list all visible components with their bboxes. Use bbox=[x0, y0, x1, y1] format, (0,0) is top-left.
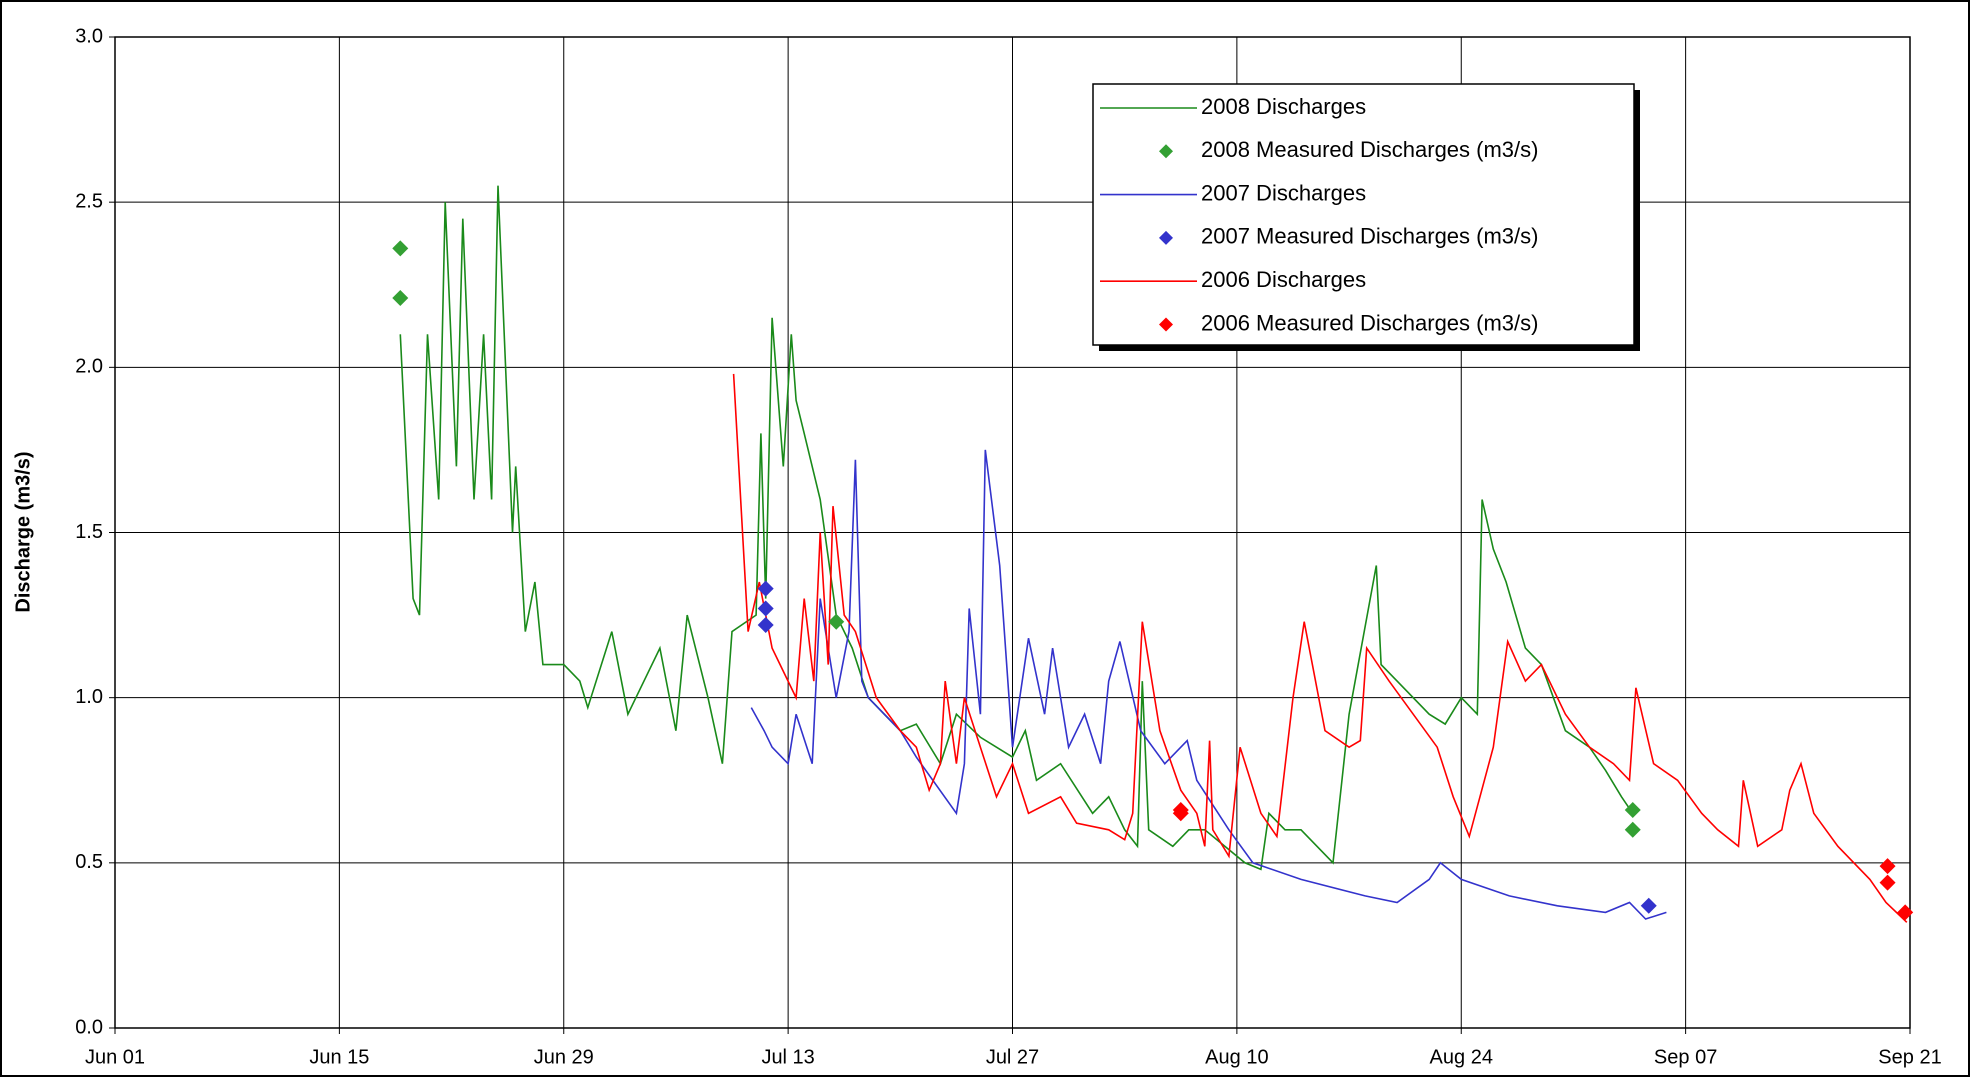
y-tick-label: 0.0 bbox=[75, 1016, 103, 1038]
data-marker bbox=[1640, 897, 1657, 914]
y-tick-label: 0.5 bbox=[75, 851, 103, 873]
x-tick-label: Jul 13 bbox=[761, 1046, 814, 1068]
legend-label: 2007 Discharges bbox=[1201, 180, 1366, 205]
data-marker bbox=[1172, 805, 1189, 822]
data-marker bbox=[1879, 874, 1896, 891]
legend-label: 2006 Measured Discharges (m3/s) bbox=[1201, 310, 1538, 335]
data-line bbox=[732, 373, 1908, 923]
legend-swatch bbox=[1159, 230, 1173, 245]
legend-label: 2008 Discharges bbox=[1201, 94, 1366, 119]
x-tick-label: Jul 27 bbox=[986, 1046, 1039, 1068]
x-tick-label: Jun 01 bbox=[85, 1046, 145, 1068]
data-marker bbox=[828, 613, 845, 630]
x-tick-label: Sep 07 bbox=[1654, 1046, 1717, 1068]
data-marker bbox=[757, 616, 774, 633]
data-marker bbox=[1624, 821, 1641, 838]
data-marker bbox=[757, 580, 774, 597]
data-marker bbox=[1879, 858, 1896, 875]
x-tick-label: Aug 24 bbox=[1430, 1046, 1493, 1068]
data-marker bbox=[392, 289, 409, 306]
y-tick-label: 2.5 bbox=[75, 190, 103, 212]
legend-label: 2007 Measured Discharges (m3/s) bbox=[1201, 224, 1538, 249]
y-tick-label: 1.0 bbox=[75, 686, 103, 708]
x-tick-label: Jun 29 bbox=[534, 1046, 594, 1068]
y-tick-label: 1.5 bbox=[75, 521, 103, 543]
data-marker bbox=[1624, 801, 1641, 818]
x-tick-label: Aug 10 bbox=[1205, 1046, 1268, 1068]
data-marker bbox=[392, 240, 409, 257]
y-tick-label: 3.0 bbox=[75, 25, 103, 47]
data-marker bbox=[757, 600, 774, 617]
legend-swatch bbox=[1159, 144, 1173, 159]
legend bbox=[1092, 83, 1635, 346]
x-tick-label: Sep 21 bbox=[1878, 1046, 1941, 1068]
legend-swatch bbox=[1159, 317, 1173, 332]
y-axis-label: Discharge (m3/s) bbox=[12, 451, 34, 612]
data-line bbox=[750, 449, 1667, 920]
legend-label: 2008 Measured Discharges (m3/s) bbox=[1201, 137, 1538, 162]
x-tick-label: Jun 15 bbox=[309, 1046, 369, 1068]
y-tick-label: 2.0 bbox=[75, 356, 103, 378]
legend-label: 2006 Discharges bbox=[1201, 267, 1366, 292]
data-marker bbox=[1897, 904, 1914, 921]
